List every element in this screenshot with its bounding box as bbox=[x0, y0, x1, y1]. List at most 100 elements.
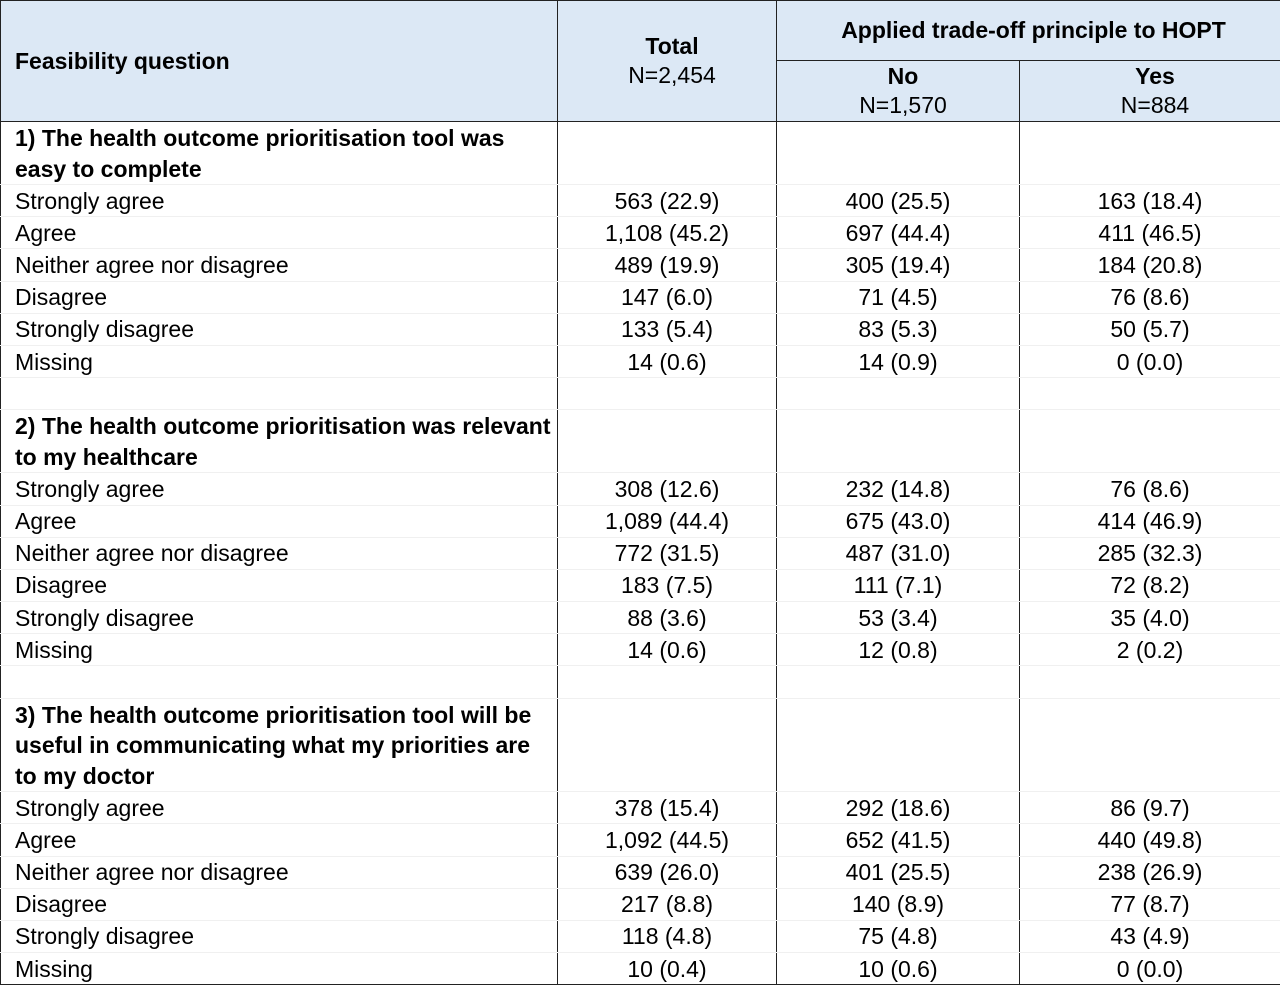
yes-value: 0 (0.0) bbox=[1020, 345, 1280, 377]
total-value: 183 (7.5) bbox=[558, 569, 777, 601]
question-empty-cell bbox=[777, 698, 1020, 792]
yes-value: 238 (26.9) bbox=[1020, 856, 1280, 888]
question-empty-cell bbox=[1020, 122, 1280, 185]
response-label: Neither agree nor disagree bbox=[1, 856, 558, 888]
question-row: 3) The health outcome prioritisation too… bbox=[1, 698, 1280, 792]
spacer-cell bbox=[777, 666, 1020, 698]
no-value: 232 (14.8) bbox=[777, 473, 1020, 505]
total-value: 378 (15.4) bbox=[558, 792, 777, 824]
question-empty-cell bbox=[1020, 698, 1280, 792]
yes-value: 440 (49.8) bbox=[1020, 824, 1280, 856]
response-label: Strongly disagree bbox=[1, 313, 558, 345]
total-value: 772 (31.5) bbox=[558, 537, 777, 569]
spacer-row bbox=[1, 666, 1280, 698]
spacer-cell bbox=[1, 666, 558, 698]
no-value: 14 (0.9) bbox=[777, 345, 1020, 377]
yes-value: 86 (9.7) bbox=[1020, 792, 1280, 824]
response-label: Missing bbox=[1, 634, 558, 666]
total-label: Total bbox=[572, 32, 772, 61]
response-label: Agree bbox=[1, 505, 558, 537]
spacer-cell bbox=[1020, 378, 1280, 410]
yes-value: 2 (0.2) bbox=[1020, 634, 1280, 666]
no-value: 305 (19.4) bbox=[777, 249, 1020, 281]
total-value: 88 (3.6) bbox=[558, 602, 777, 634]
question-empty-cell bbox=[777, 410, 1020, 473]
no-value: 697 (44.4) bbox=[777, 217, 1020, 249]
spacer-cell bbox=[1020, 666, 1280, 698]
yes-value: 76 (8.6) bbox=[1020, 281, 1280, 313]
question-title: 1) The health outcome prioritisation too… bbox=[1, 122, 558, 185]
total-n: N=2,454 bbox=[572, 61, 772, 90]
group-header: Applied trade-off principle to HOPT bbox=[777, 1, 1280, 61]
response-label: Strongly agree bbox=[1, 473, 558, 505]
total-value: 1,089 (44.4) bbox=[558, 505, 777, 537]
total-value: 14 (0.6) bbox=[558, 634, 777, 666]
total-value: 489 (19.9) bbox=[558, 249, 777, 281]
yes-value: 72 (8.2) bbox=[1020, 569, 1280, 601]
no-label: No bbox=[791, 62, 1015, 91]
total-value: 118 (4.8) bbox=[558, 920, 777, 952]
yes-value: 163 (18.4) bbox=[1020, 185, 1280, 217]
spacer-cell bbox=[777, 378, 1020, 410]
total-value: 639 (26.0) bbox=[558, 856, 777, 888]
no-value: 12 (0.8) bbox=[777, 634, 1020, 666]
total-value: 147 (6.0) bbox=[558, 281, 777, 313]
total-column-header: Total N=2,454 bbox=[558, 1, 777, 122]
response-label: Neither agree nor disagree bbox=[1, 537, 558, 569]
yes-value: 76 (8.6) bbox=[1020, 473, 1280, 505]
yes-value: 414 (46.9) bbox=[1020, 505, 1280, 537]
no-value: 400 (25.5) bbox=[777, 185, 1020, 217]
response-label: Strongly agree bbox=[1, 792, 558, 824]
no-value: 675 (43.0) bbox=[777, 505, 1020, 537]
yes-value: 77 (8.7) bbox=[1020, 888, 1280, 920]
question-empty-cell bbox=[558, 122, 777, 185]
yes-label: Yes bbox=[1034, 62, 1276, 91]
no-value: 10 (0.6) bbox=[777, 953, 1020, 985]
response-label: Disagree bbox=[1, 569, 558, 601]
table-body: 1) The health outcome prioritisation too… bbox=[1, 122, 1280, 985]
yes-column-header: Yes N=884 bbox=[1020, 61, 1280, 122]
question-title: 3) The health outcome prioritisation too… bbox=[1, 698, 558, 792]
response-label: Neither agree nor disagree bbox=[1, 249, 558, 281]
total-value: 10 (0.4) bbox=[558, 953, 777, 985]
response-label: Agree bbox=[1, 824, 558, 856]
total-value: 14 (0.6) bbox=[558, 345, 777, 377]
no-value: 111 (7.1) bbox=[777, 569, 1020, 601]
response-label: Disagree bbox=[1, 281, 558, 313]
no-column-header: No N=1,570 bbox=[777, 61, 1020, 122]
response-label: Strongly disagree bbox=[1, 602, 558, 634]
response-label: Strongly agree bbox=[1, 185, 558, 217]
question-title: 2) The health outcome prioritisation was… bbox=[1, 410, 558, 473]
no-value: 71 (4.5) bbox=[777, 281, 1020, 313]
total-value: 563 (22.9) bbox=[558, 185, 777, 217]
spacer-cell bbox=[1, 378, 558, 410]
no-value: 401 (25.5) bbox=[777, 856, 1020, 888]
response-label: Missing bbox=[1, 345, 558, 377]
total-value: 133 (5.4) bbox=[558, 313, 777, 345]
no-value: 53 (3.4) bbox=[777, 602, 1020, 634]
no-value: 487 (31.0) bbox=[777, 537, 1020, 569]
no-value: 83 (5.3) bbox=[777, 313, 1020, 345]
question-empty-cell bbox=[558, 410, 777, 473]
yes-n: N=884 bbox=[1034, 91, 1276, 120]
feasibility-table: Feasibility question Total N=2,454 Appli… bbox=[0, 0, 1280, 964]
yes-value: 285 (32.3) bbox=[1020, 537, 1280, 569]
total-value: 217 (8.8) bbox=[558, 888, 777, 920]
